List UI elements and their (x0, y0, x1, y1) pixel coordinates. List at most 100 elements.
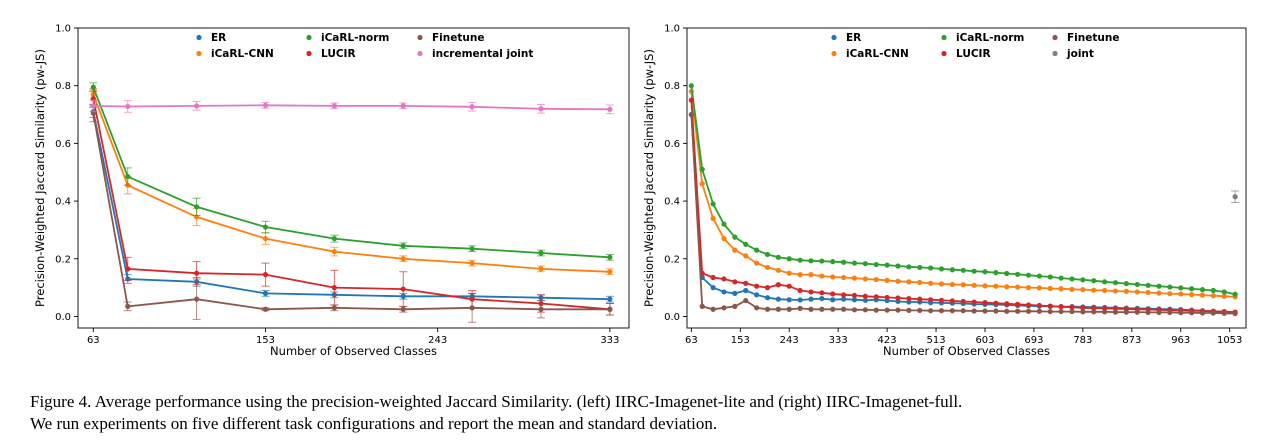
right-lucir-point (884, 294, 890, 301)
left-incremental-joint-point (607, 106, 613, 112)
left-incremental-joint-point (538, 106, 544, 112)
right-icarl-cnn-point (808, 272, 814, 278)
left-icarl-norm-point (125, 173, 131, 180)
right-icarl-norm-point (764, 251, 771, 258)
right-icarl-norm-point (1123, 280, 1129, 287)
right-lucir-point (688, 97, 694, 103)
right-icarl-norm-point (1058, 275, 1064, 281)
right-icarl-norm-point (819, 258, 825, 264)
right-lucir-point (797, 287, 803, 294)
right-icarl-norm-point (1189, 286, 1195, 292)
left-icarl-norm-point (607, 254, 613, 260)
right-icarl-cnn-point (851, 275, 858, 281)
right-icarl-norm-series (688, 83, 1238, 297)
right-finetune-point (1199, 310, 1206, 316)
right-finetune-point (1210, 310, 1216, 316)
right-icarl-norm-point (830, 259, 836, 265)
right-icarl-norm-point (1210, 287, 1216, 294)
right-icarl-norm-point (1134, 281, 1140, 288)
right-finetune-point (1015, 308, 1021, 314)
right-finetune-series (688, 111, 1238, 317)
right-finetune-point (1123, 309, 1129, 315)
right-xaxis-label: Number of Observed Classes (883, 344, 1050, 358)
left-ytick-label: 0.4 (55, 197, 71, 208)
right-icarl-norm-point (699, 166, 705, 172)
right-icarl-cnn-point (819, 273, 825, 279)
right-icarl-cnn-point (775, 267, 781, 273)
right-er-point (732, 290, 738, 296)
right-icarl-cnn-point (938, 281, 945, 287)
right-icarl-cnn-point (732, 247, 738, 253)
right-finetune-point (960, 308, 966, 314)
left-finetune-point (469, 305, 475, 311)
right-icarl-norm-point (895, 263, 901, 269)
right-icarl-norm-point (851, 260, 858, 266)
right-icarl-cnn-point (721, 235, 727, 242)
right-icarl-cnn-point (1047, 285, 1053, 292)
left-finetune-point (400, 306, 406, 312)
right-joint-point (1232, 194, 1238, 200)
right-ytick-label: 0.6 (664, 139, 680, 150)
right-icarl-cnn-point (1080, 287, 1086, 293)
figure-caption: Figure 4. Average performance using the … (30, 391, 1255, 435)
right-icarl-norm-point (862, 261, 868, 267)
left-icarl-norm-point (90, 84, 96, 90)
left-xtick-label: 153 (256, 335, 275, 346)
right-legend-marker-icarl-cnn (831, 50, 837, 57)
right-icarl-norm-point (873, 261, 879, 268)
left-icarl-norm-point (469, 246, 475, 252)
right-icarl-cnn-point (1123, 288, 1129, 294)
left-er-point (262, 290, 269, 296)
right-icarl-norm-point (1015, 271, 1021, 277)
right-lucir-point (1047, 303, 1053, 309)
right-icarl-cnn-point (1069, 286, 1075, 292)
right-lucir-point (743, 280, 749, 286)
right-xtick-label: 603 (975, 335, 994, 346)
right-finetune-point (993, 308, 999, 314)
left-icarl-norm-point (331, 235, 337, 242)
right-lucir-point (1058, 304, 1064, 310)
right-finetune-point (797, 305, 803, 311)
right-finetune-point (1221, 310, 1227, 316)
right-icarl-cnn-point (960, 282, 966, 288)
right-icarl-norm-point (710, 201, 716, 207)
right-finetune-point (743, 297, 749, 304)
right-xtick-label: 963 (1171, 335, 1190, 346)
left-finetune-point (125, 303, 131, 309)
right-finetune-point (938, 308, 945, 314)
left-incremental-joint-line (93, 104, 610, 111)
right-er-point (764, 295, 771, 301)
right-yaxis-label: Precision-Weighted Jaccard Similarity (p… (642, 49, 656, 307)
right-lucir-point (873, 294, 879, 300)
left-incremental-joint-point (469, 104, 475, 110)
left-ytick-label: 0.8 (55, 81, 71, 92)
right-finetune-point (841, 306, 847, 312)
right-legend-marker-finetune (1052, 34, 1058, 41)
right-finetune-point (819, 306, 825, 312)
right-er-point (797, 297, 803, 303)
right-xtick-label: 243 (780, 335, 799, 346)
right-icarl-norm-point (732, 234, 738, 240)
right-finetune-point (688, 111, 694, 118)
right-icarl-norm-point (1036, 273, 1042, 279)
right-icarl-cnn-point (1210, 293, 1216, 299)
right-lucir-point (1025, 302, 1032, 308)
right-finetune-point (851, 307, 858, 313)
left-icarl-norm-line (92, 86, 610, 259)
right-icarl-cnn-point (917, 279, 923, 286)
right-icarl-norm-point (1199, 287, 1206, 293)
left-legend-label-incremental-joint: incremental joint (432, 48, 533, 60)
right-lucir-point (895, 295, 901, 301)
right-er-point (841, 296, 847, 302)
left-legend-label-er: ER (211, 32, 226, 44)
right-ytick-label: 0.2 (664, 254, 680, 265)
right-lucir-point (808, 289, 814, 295)
left-finetune-point (331, 305, 337, 311)
right-icarl-cnn-point (873, 276, 879, 283)
left-finetune-point (607, 306, 613, 312)
right-icarl-cnn-point (1036, 285, 1042, 291)
left-icarl-cnn-point (400, 256, 406, 262)
right-lucir-point (906, 295, 912, 302)
right-icarl-norm-point (971, 268, 977, 274)
right-icarl-norm-point (982, 269, 988, 275)
